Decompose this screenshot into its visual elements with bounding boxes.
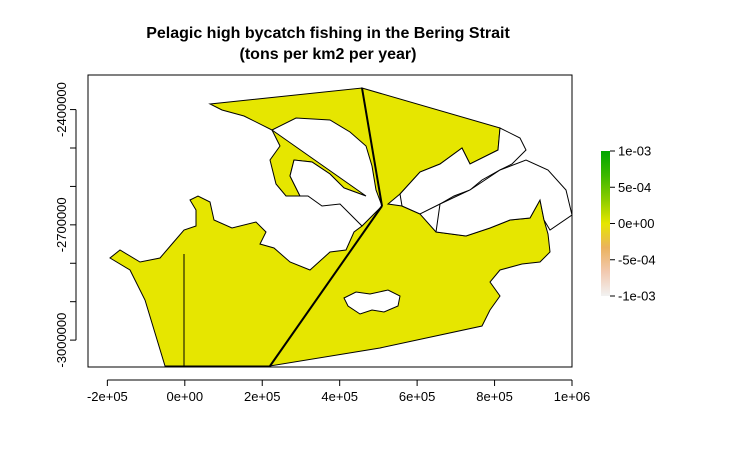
land-yukon — [435, 159, 572, 237]
x-tick-label: 0e+00 — [167, 389, 204, 404]
x-tick-label: 4e+05 — [321, 389, 358, 404]
y-tick-label: -3000000 — [54, 313, 69, 368]
legend-tick-label: 1e-03 — [618, 144, 651, 159]
y-tick-label: -2400000 — [54, 82, 69, 137]
island-st-lawrence — [343, 289, 401, 315]
x-tick-label: -2e+05 — [87, 389, 128, 404]
legend-tick-label: 5e-04 — [618, 180, 651, 195]
map-region — [109, 87, 572, 367]
x-tick-label: 1e+06 — [554, 389, 591, 404]
x-axis: -2e+05 0e+00 2e+05 4e+05 6e+05 8e+05 1e+06 — [87, 379, 591, 404]
x-tick-label: 6e+05 — [399, 389, 436, 404]
y-tick-label: -2700000 — [54, 197, 69, 252]
x-tick-label: 8e+05 — [476, 389, 513, 404]
y-axis: -2400000 -2700000 -3000000 — [54, 82, 77, 368]
boundary-line-maritime — [361, 87, 383, 207]
legend-tick-label: -5e-04 — [618, 252, 656, 267]
land-seward — [399, 127, 527, 215]
boundary-line-maritime-south — [269, 205, 383, 367]
land-chukotka — [271, 117, 383, 227]
chart-title-line-1: Pelagic high bycatch fishing in the Beri… — [146, 25, 510, 42]
color-legend: 1e-03 5e-04 0e+00 -5e-04 -1e-03 — [601, 144, 656, 304]
x-tick-label: 2e+05 — [244, 389, 281, 404]
legend-tick-label: 0e+00 — [618, 216, 655, 231]
chart-title-line-2: (tons per km2 per year) — [240, 46, 417, 63]
legend-tick-label: -1e-03 — [618, 289, 656, 304]
plot-frame — [87, 74, 573, 368]
legend-color-bar — [601, 151, 610, 296]
